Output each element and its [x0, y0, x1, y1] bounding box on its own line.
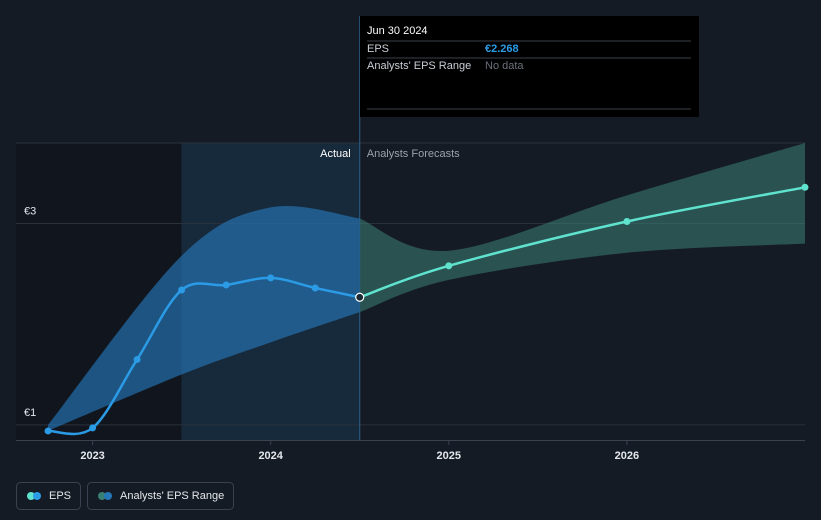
range-area: [48, 205, 360, 431]
x-tick-label: 2025: [437, 450, 461, 462]
tooltip: Jun 30 2024 EPS €2.268 Analysts' EPS Ran…: [360, 16, 699, 117]
eps-point: [445, 262, 453, 270]
eps-point: [133, 355, 141, 363]
eps-point: [267, 274, 275, 282]
x-tick-label: 2024: [258, 450, 283, 462]
legend-swatch: [104, 492, 112, 500]
legend-swatch: [33, 492, 41, 500]
eps-point: [222, 281, 230, 289]
eps-line: [359, 186, 806, 299]
tooltip-label: EPS: [367, 43, 389, 55]
tooltip-value: €2.268: [485, 43, 519, 55]
legend-swatch: [27, 492, 35, 500]
tooltip-title: Jun 30 2024: [367, 25, 428, 37]
forecast-label: Analysts Forecasts: [367, 148, 460, 160]
eps-point: [89, 424, 97, 432]
actual-label: Actual: [320, 148, 351, 160]
x-tick-label: 2023: [80, 450, 104, 462]
plot: €1 €3 2023 2024 2025 2026 Actual Analysts Forec…: [16, 16, 809, 462]
eps-point: [178, 286, 186, 294]
tooltip-value: No data: [485, 60, 524, 72]
range-area: [359, 143, 805, 313]
legend-label: EPS: [49, 490, 71, 502]
tooltip-box: [360, 16, 699, 117]
eps-line: [47, 276, 360, 436]
legend-item[interactable]: [16, 482, 81, 510]
tooltip-label: Analysts' EPS Range: [367, 60, 471, 72]
eps-point: [311, 284, 319, 292]
x-tick-label: 2026: [615, 450, 639, 462]
y-tick-label: €3: [24, 205, 36, 217]
eps-point: [623, 218, 631, 226]
legend-swatch: [98, 492, 106, 500]
legend-item[interactable]: [87, 482, 234, 510]
y-tick-label: €1: [24, 407, 36, 419]
legend-label: Analysts' EPS Range: [120, 490, 224, 502]
eps-point: [44, 427, 52, 435]
eps-point: [801, 183, 809, 191]
eps-point: [355, 292, 365, 302]
legend: EPS Analysts' EPS Range: [16, 482, 234, 510]
